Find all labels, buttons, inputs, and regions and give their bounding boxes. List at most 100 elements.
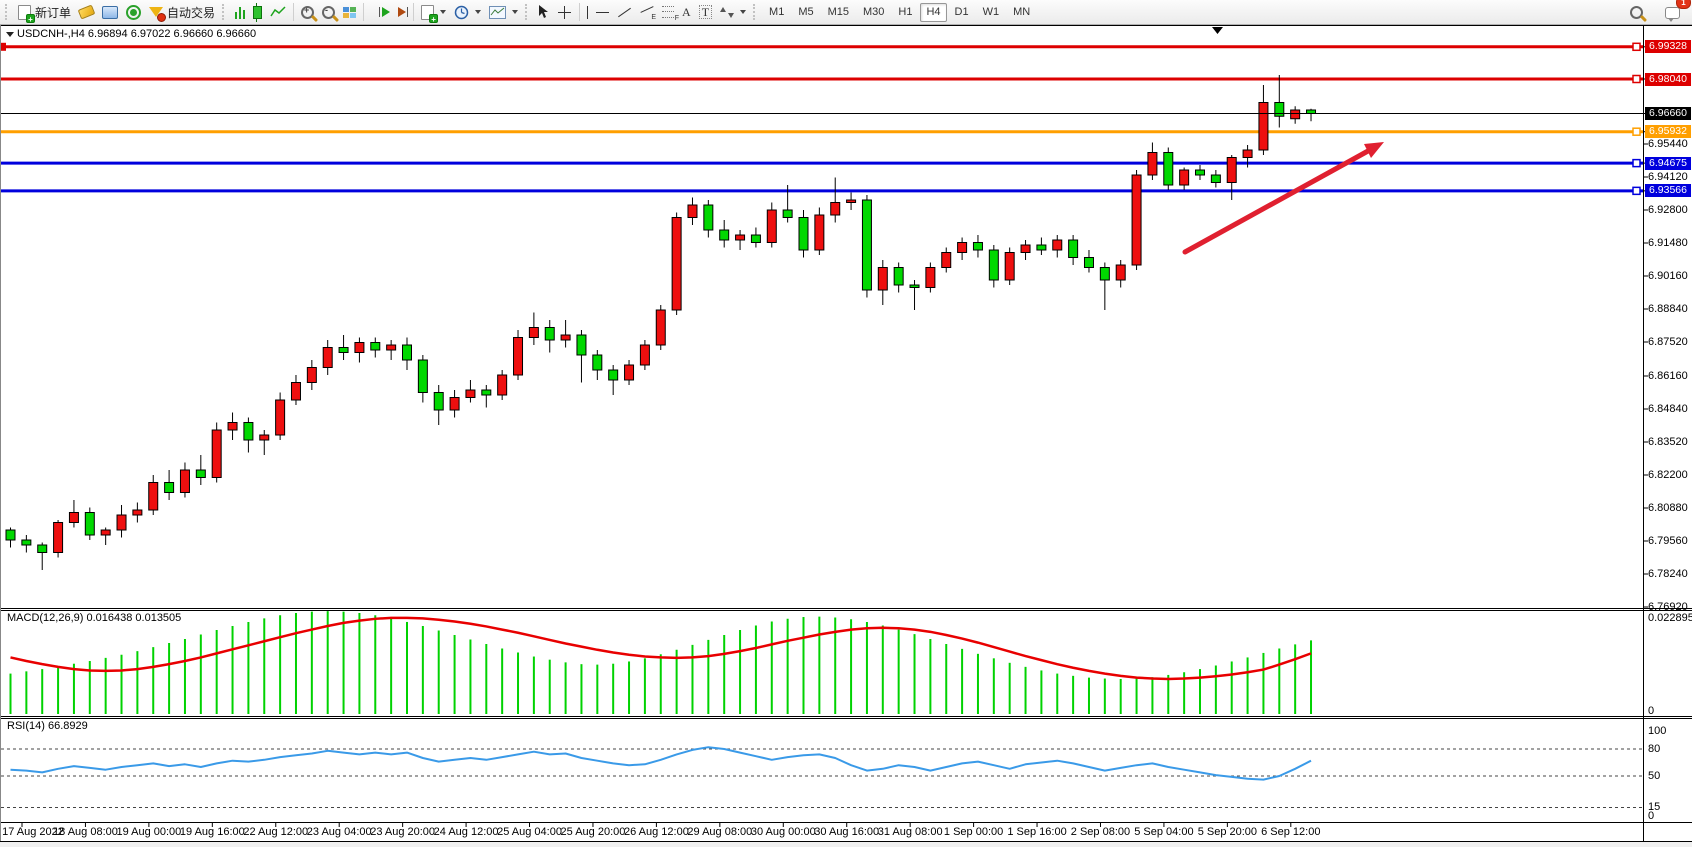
- rsi-line: [10, 746, 1312, 781]
- periods-button[interactable]: [450, 2, 485, 23]
- arrows-button[interactable]: [716, 2, 750, 23]
- level-line-6.93566[interactable]: [0, 186, 1643, 196]
- price-tick-label: 6.80880: [1648, 502, 1688, 514]
- date-tick-label: 29 Aug 08:00: [687, 826, 753, 838]
- date-tick-label: 25 Aug 20:00: [560, 826, 626, 838]
- chart-title: USDCNH-,H4 6.96894 6.97022 6.96660 6.966…: [17, 28, 257, 40]
- trend-arrow[interactable]: [1182, 142, 1384, 255]
- date-tick-label: 1 Sep 00:00: [943, 826, 1004, 838]
- fibonacci-button[interactable]: [658, 2, 679, 23]
- arrows-icon: [720, 6, 735, 18]
- text-label-button[interactable]: T: [695, 2, 716, 23]
- level-line-6.94675[interactable]: [0, 158, 1643, 168]
- timeframe-button-H1[interactable]: H1: [898, 6, 913, 18]
- main-toolbar: 新订单 自动交易 + - A T: [0, 0, 1692, 25]
- macd-panel[interactable]: [9, 611, 1313, 714]
- timeframe-button-MN[interactable]: MN: [1013, 6, 1031, 18]
- timeframe-button-D1[interactable]: D1: [954, 6, 969, 18]
- indicators-button[interactable]: [417, 2, 450, 23]
- chat-bubble-icon: [1665, 6, 1680, 22]
- cursor-button[interactable]: [534, 2, 553, 23]
- date-tick-label: 19 Aug 00:00: [116, 826, 182, 838]
- toolbar-grip[interactable]: [5, 4, 11, 20]
- current-price-badge: 6.96660: [1645, 107, 1691, 120]
- zoom-in-button[interactable]: +: [297, 2, 318, 23]
- timeframe-button-W1[interactable]: W1: [982, 6, 1000, 18]
- timeframe-button-M30[interactable]: M30: [863, 6, 885, 18]
- auto-scroll-icon: [379, 7, 391, 17]
- rsi-panel[interactable]: [1, 746, 1643, 808]
- vertical-line-icon: [587, 5, 589, 19]
- indicators-icon: [421, 4, 439, 23]
- price-tick-label: 6.95440: [1648, 138, 1688, 150]
- price-tick-label: 6.91480: [1648, 237, 1688, 249]
- macd-indicator-label: MACD(12,26,9) 0.016438 0.013505: [7, 612, 182, 624]
- chevron-down-icon: [740, 10, 747, 14]
- price-tick-label: 6.88840: [1648, 303, 1688, 315]
- level-line-6.99328[interactable]: [0, 42, 1643, 52]
- date-tick-label: 31 Aug 08:00: [877, 826, 943, 838]
- timeframe-button-M1[interactable]: M1: [769, 6, 785, 18]
- chevron-down-icon: [475, 10, 482, 14]
- date-tick-label: 24 Aug 12:00: [433, 826, 499, 838]
- date-tick-label: 18 Aug 08:00: [53, 826, 118, 838]
- date-tick-label: 2 Sep 08:00: [1070, 826, 1131, 838]
- new-order-icon: [18, 4, 35, 23]
- timeframe-toolbar: M1 M5 M15 M30 H1 H4 D1 W1 MN: [762, 2, 1037, 22]
- auto-scroll-button[interactable]: [367, 2, 394, 23]
- fibonacci-icon: [662, 6, 679, 22]
- toolbar-grip[interactable]: [222, 4, 228, 20]
- template-icon: [489, 5, 507, 19]
- price-tick-label: 6.76920: [1648, 601, 1688, 613]
- text-button[interactable]: A: [678, 2, 695, 23]
- chart-window-button[interactable]: [98, 2, 122, 23]
- price-tick-label: 6.83520: [1648, 436, 1688, 448]
- new-order-label: 新订单: [35, 5, 72, 20]
- zoom-out-button[interactable]: -: [318, 2, 339, 23]
- symbol-dropdown-icon[interactable]: [6, 32, 14, 37]
- date-tick-label: 26 Aug 12:00: [623, 826, 689, 838]
- rsi-axis-label: 0: [1648, 809, 1655, 822]
- equidistant-channel-button[interactable]: [636, 2, 658, 23]
- text-icon: A: [682, 5, 691, 19]
- price-tick-label: 6.78240: [1648, 568, 1688, 580]
- bar-chart-icon: [235, 6, 246, 19]
- bar-chart-button[interactable]: [231, 2, 249, 23]
- timeframe-button-M5[interactable]: M5: [798, 6, 814, 18]
- candlestick-icon: [253, 2, 263, 22]
- level-line-6.95932[interactable]: [0, 127, 1643, 136]
- price-tick-label: 6.92800: [1648, 204, 1688, 216]
- timeframe-button-H4[interactable]: H4: [920, 2, 947, 22]
- price-tick-label: 6.79560: [1648, 535, 1688, 547]
- candlestick-chart-button[interactable]: [249, 2, 266, 23]
- templates-button[interactable]: [485, 2, 522, 23]
- notifications-button[interactable]: 1: [1661, 0, 1691, 23]
- chart-shift-icon: [398, 7, 409, 17]
- vertical-line-button[interactable]: [583, 2, 592, 23]
- date-tick-label: 30 Aug 16:00: [814, 826, 880, 838]
- chevron-down-icon: [440, 10, 447, 14]
- chart-shift-button[interactable]: [394, 2, 410, 23]
- date-tick-label: 23 Aug 04:00: [306, 826, 372, 838]
- date-tick-label: 5 Sep 20:00: [1197, 826, 1258, 838]
- line-chart-button[interactable]: [266, 2, 290, 23]
- rsi-indicator-label: RSI(14) 66.8929: [7, 720, 88, 732]
- signal-icon: [126, 4, 142, 20]
- date-tick-label: 6 Sep 12:00: [1261, 826, 1321, 838]
- tile-windows-button[interactable]: [339, 2, 360, 23]
- toolbar-grip[interactable]: [525, 4, 531, 20]
- new-order-button[interactable]: 新订单: [14, 2, 75, 23]
- timeframe-button-M15[interactable]: M15: [827, 6, 850, 18]
- autotrading-label: 自动交易: [167, 5, 216, 20]
- toolbar-grip[interactable]: [753, 4, 759, 20]
- search-button[interactable]: [1626, 2, 1647, 23]
- autotrading-button[interactable]: 自动交易: [145, 2, 219, 23]
- horizontal-line-button[interactable]: [592, 2, 613, 23]
- rsi-axis-label: 15: [1648, 800, 1661, 813]
- rsi-axis-label: 50: [1648, 769, 1661, 782]
- level-line-6.9804[interactable]: [0, 74, 1643, 84]
- crosshair-button[interactable]: [553, 2, 576, 23]
- signals-button[interactable]: [122, 2, 145, 23]
- chart-shift-marker-icon[interactable]: [1212, 27, 1223, 34]
